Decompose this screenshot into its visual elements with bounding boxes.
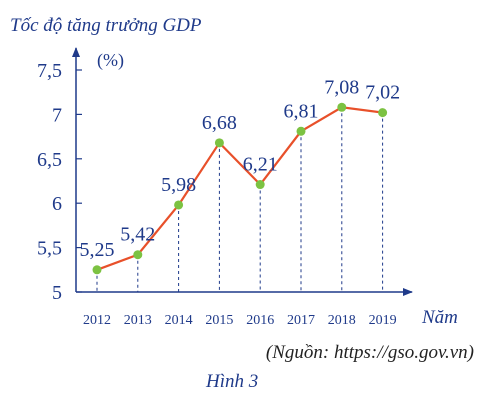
y-tick-label: 7,5 [37,60,62,82]
data-label: 7,08 [324,76,359,98]
data-point [92,265,102,275]
drop-lines [96,107,384,292]
data-point [214,138,224,148]
data-point [255,180,265,190]
data-point [133,250,143,260]
x-tick-label: 2012 [83,313,111,328]
data-point [378,108,388,118]
x-axis-label: Năm [421,307,458,328]
y-tick-label: 6 [52,193,62,215]
data-label: 6,21 [243,154,278,176]
x-tick-label: 2014 [165,313,193,328]
data-label: 6,68 [202,112,237,134]
data-point [337,102,347,112]
data-label: 6,81 [284,100,319,122]
x-tick-label: 2015 [205,313,233,328]
y-axis-unit: (%) [97,50,124,71]
data-point [174,200,184,210]
chart-title: Tốc độ tăng trưởng GDP [10,15,202,36]
data-label: 5,42 [120,224,155,246]
y-ticks: 5 5,5 6 6,5 7 7,5 [37,60,82,304]
series-line [96,106,383,271]
x-tick-label: 2017 [287,313,315,328]
x-tick-label: 2013 [124,313,152,328]
data-label: 7,02 [365,82,400,104]
data-label: 5,25 [80,239,115,261]
y-tick-label: 5,5 [37,238,62,260]
x-ticks: 2012 2013 2014 2015 2016 2017 2018 2019 [83,313,397,328]
y-tick-label: 6,5 [37,149,62,171]
data-markers [92,102,388,275]
data-label: 5,98 [161,174,196,196]
x-tick-label: 2018 [328,313,356,328]
data-labels: 5,255,42 5,98 6,68 6,21 6,817,08 7,02 [80,76,401,261]
y-tick-label: 7 [52,104,62,126]
figure-caption: Hình 3 [205,371,258,392]
data-point [296,126,306,136]
y-tick-label: 5 [52,282,62,304]
source-note: (Nguồn: https://gso.gov.vn) [266,342,474,363]
x-tick-label: 2016 [246,313,274,328]
x-tick-label: 2019 [369,313,397,328]
